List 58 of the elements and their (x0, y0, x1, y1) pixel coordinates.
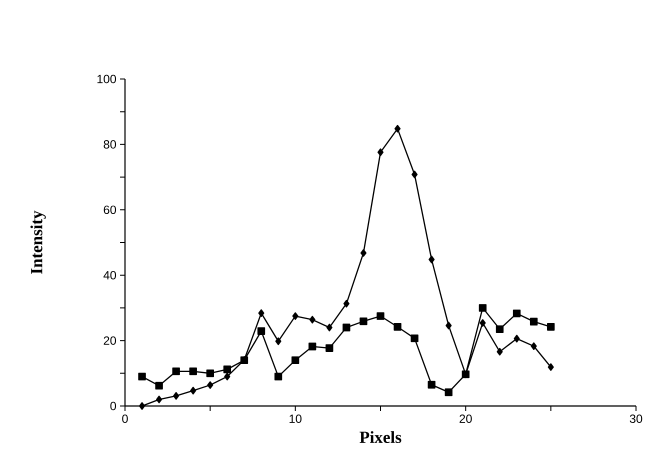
point (308, 342, 316, 350)
point (275, 337, 282, 346)
y-axis-title: Intensity (30, 210, 46, 274)
point (548, 363, 554, 371)
y-tick-label: 20 (104, 336, 116, 345)
point (530, 318, 538, 326)
point (326, 344, 334, 352)
point (394, 323, 402, 331)
point (190, 386, 196, 394)
y-tick-label: 0 (110, 402, 116, 410)
point (343, 300, 350, 308)
point (446, 322, 452, 330)
point (394, 124, 401, 133)
x-tick-label: 0 (122, 414, 128, 423)
point (207, 381, 214, 389)
point (547, 323, 555, 331)
y-tick-label: 40 (103, 270, 116, 280)
point (410, 334, 418, 342)
point (412, 170, 418, 178)
point (292, 356, 300, 364)
point (223, 366, 232, 374)
point (480, 319, 486, 327)
point (138, 372, 146, 380)
point (496, 325, 504, 333)
point (376, 312, 384, 320)
point (514, 334, 520, 342)
x-axis-title: Pixels (360, 431, 402, 444)
x-tick-label: 20 (460, 414, 472, 423)
point (138, 402, 146, 410)
point (172, 368, 180, 376)
x-tick-label: 30 (630, 414, 642, 423)
point (428, 256, 435, 264)
point (173, 392, 180, 400)
y-tick-label: 60 (104, 206, 116, 214)
point (377, 148, 384, 156)
point (428, 380, 436, 389)
point (258, 309, 264, 317)
point (478, 304, 487, 312)
point (309, 316, 316, 324)
y-tick-label: 100 (97, 74, 116, 84)
x-tick-label: 10 (290, 414, 302, 423)
y-tick-label: 80 (104, 140, 116, 149)
point (224, 372, 230, 380)
point (257, 327, 266, 335)
point (530, 342, 537, 350)
point (155, 382, 163, 390)
point (360, 249, 367, 257)
point (496, 348, 503, 356)
point (292, 312, 298, 320)
point (326, 324, 332, 332)
point (444, 388, 452, 396)
point (512, 310, 521, 318)
point (342, 324, 350, 332)
point (189, 368, 197, 376)
point (274, 372, 282, 380)
point (156, 396, 162, 404)
point (360, 317, 368, 326)
point (206, 369, 214, 378)
